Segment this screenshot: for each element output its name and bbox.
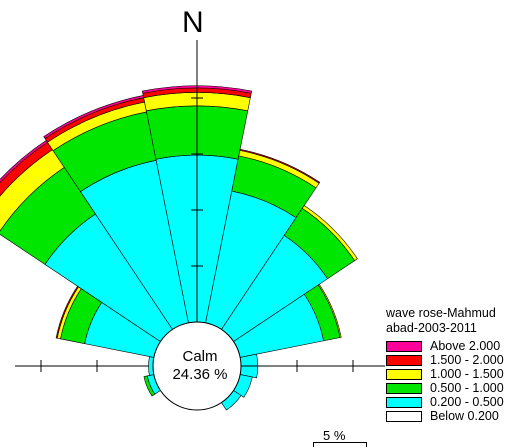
legend-item-above-2000: Above 2.000 — [386, 340, 518, 353]
legend-label: Below 0.200 — [430, 409, 499, 423]
legend-label: 1.500 - 2.000 — [430, 353, 504, 367]
rose-segment-45-bin-3 — [301, 205, 358, 262]
calm-value: 24.36 % — [172, 366, 228, 383]
rose-segment-22.5-bin-4 — [239, 148, 321, 184]
legend-item-1500-2000: 1.500 - 2.000 — [386, 354, 518, 367]
calm-circle — [152, 321, 242, 411]
legend-item-0200-0500: 0.200 - 0.500 — [386, 396, 518, 409]
calm-label: Calm — [182, 348, 218, 365]
legend-swatch — [386, 341, 422, 352]
rose-segment-247.5-bin-2 — [143, 375, 156, 397]
legend-item-1000-1500: 1.000 - 1.500 — [386, 368, 518, 381]
north-label: N — [182, 6, 204, 39]
legend-item-below-0200: Below 0.200 — [386, 410, 518, 423]
scale-bar — [313, 442, 367, 447]
legend-swatch — [386, 355, 422, 366]
legend-swatch — [386, 383, 422, 394]
legend-label: Above 2.000 — [430, 339, 501, 353]
legend-swatch — [386, 397, 422, 408]
scale-label: 5 % — [323, 428, 346, 443]
legend-swatch — [386, 411, 422, 422]
legend-label: 0.200 - 0.500 — [430, 395, 504, 409]
rose-segment-337.5-bin-5 — [43, 95, 144, 139]
legend: wave rose-Mahmud abad-2003-2011 Above 2.… — [386, 306, 518, 424]
legend-label: 1.000 - 1.500 — [430, 367, 504, 381]
legend-label: 0.500 - 1.000 — [430, 381, 504, 395]
calm-label-box: Calm 24.36 % — [150, 348, 250, 384]
rose-segment-67.5-bin-3 — [317, 283, 342, 338]
legend-title: wave rose-Mahmud abad-2003-2011 — [386, 306, 496, 335]
rose-segment-0-bin-5 — [141, 85, 253, 94]
legend-swatch — [386, 369, 422, 380]
legend-item-0500-1000: 0.500 - 1.000 — [386, 382, 518, 395]
